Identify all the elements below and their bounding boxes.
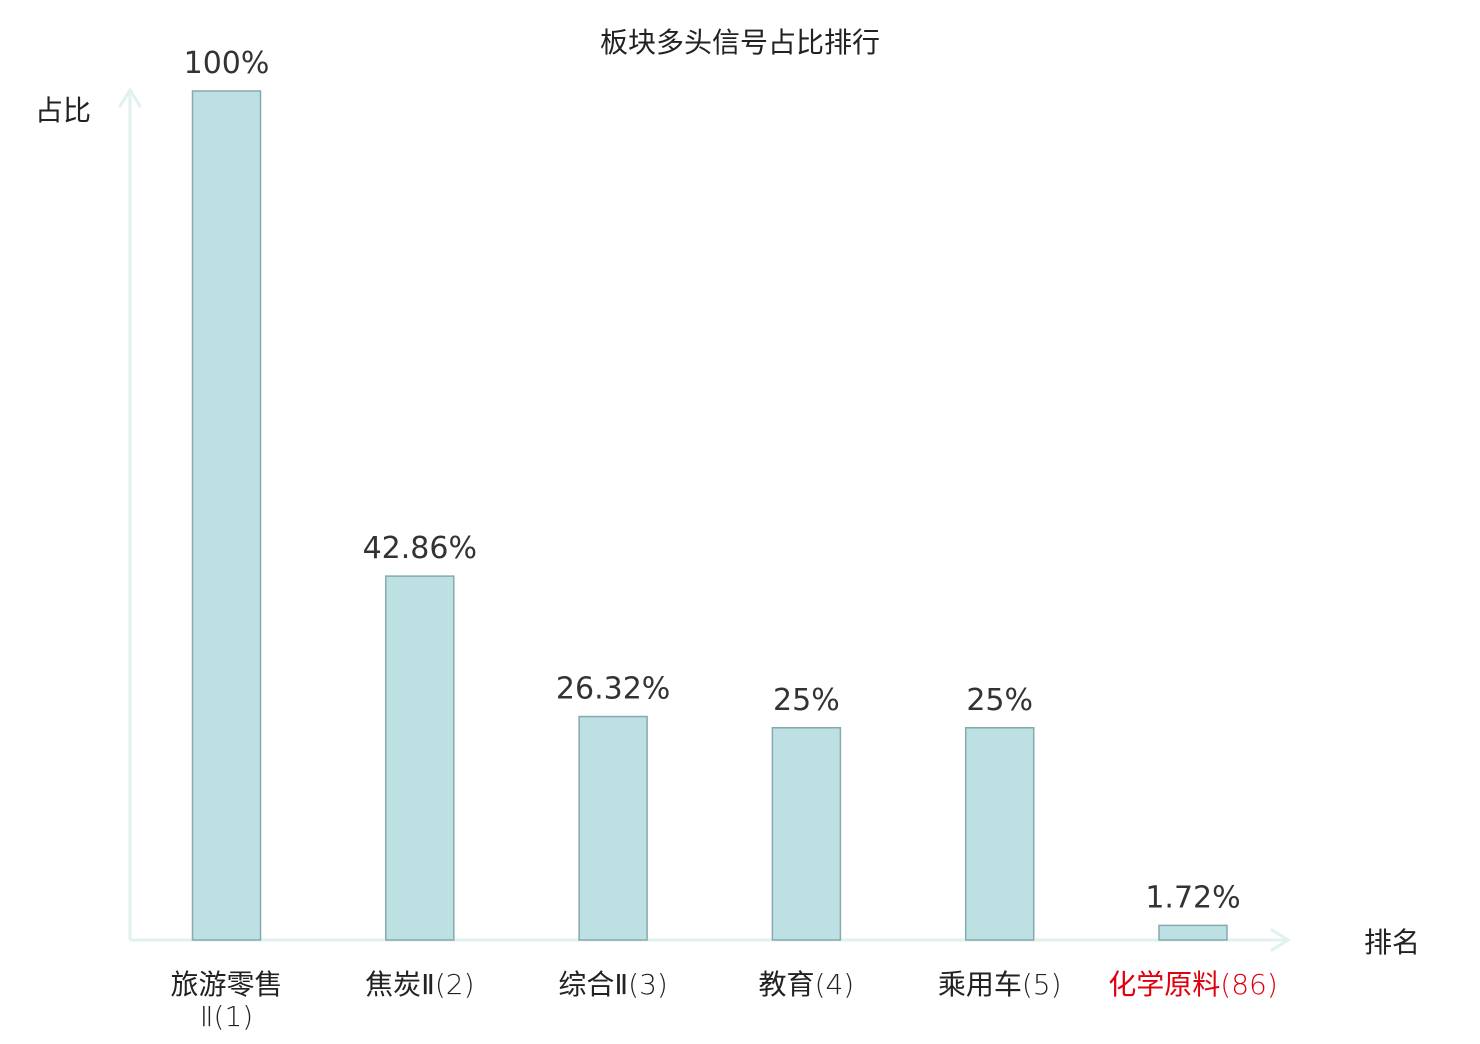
bar xyxy=(191,90,262,941)
x-tick-label: 乘用车(5) xyxy=(938,968,1062,1001)
bar xyxy=(771,727,842,941)
data-label: 25% xyxy=(966,683,1033,718)
x-tick-label: 化学原料(86) xyxy=(1108,968,1278,1001)
data-label: 42.86% xyxy=(363,531,477,566)
x-tick-label: 教育(4) xyxy=(759,968,855,1001)
data-label: 100% xyxy=(184,46,270,81)
data-label: 26.32% xyxy=(556,672,670,707)
bar xyxy=(385,575,455,941)
x-axis-label: 排名 xyxy=(1364,926,1420,959)
y-axis-arrow-icon xyxy=(118,87,142,108)
data-labels-group: 100% 42.86% 26.32% 25% 25% 1.72% xyxy=(184,46,1241,915)
data-label: 1.72% xyxy=(1145,880,1240,915)
x-tick-label: 综合Ⅱ(3) xyxy=(558,968,667,1001)
x-tick-labels-group: 旅游零售 Ⅱ(1) 焦炭Ⅱ(2) 综合Ⅱ(3) 教育(4) 乘用车(5) 化学原料(86) xyxy=(170,968,1277,1033)
data-label: 25% xyxy=(773,683,840,718)
bar xyxy=(578,715,648,941)
x-tick-label: 焦炭Ⅱ(2) xyxy=(365,968,474,1001)
y-axis-label: 占比 xyxy=(35,94,91,127)
bars-group xyxy=(191,90,1228,941)
chart-title: 板块多头信号占比排行 xyxy=(600,26,880,59)
axes xyxy=(118,87,1291,952)
x-tick-label: 旅游零售 Ⅱ(1) xyxy=(170,968,282,1033)
x-axis-arrow-icon xyxy=(1270,928,1291,952)
bar xyxy=(1158,924,1228,941)
bar xyxy=(964,727,1035,941)
